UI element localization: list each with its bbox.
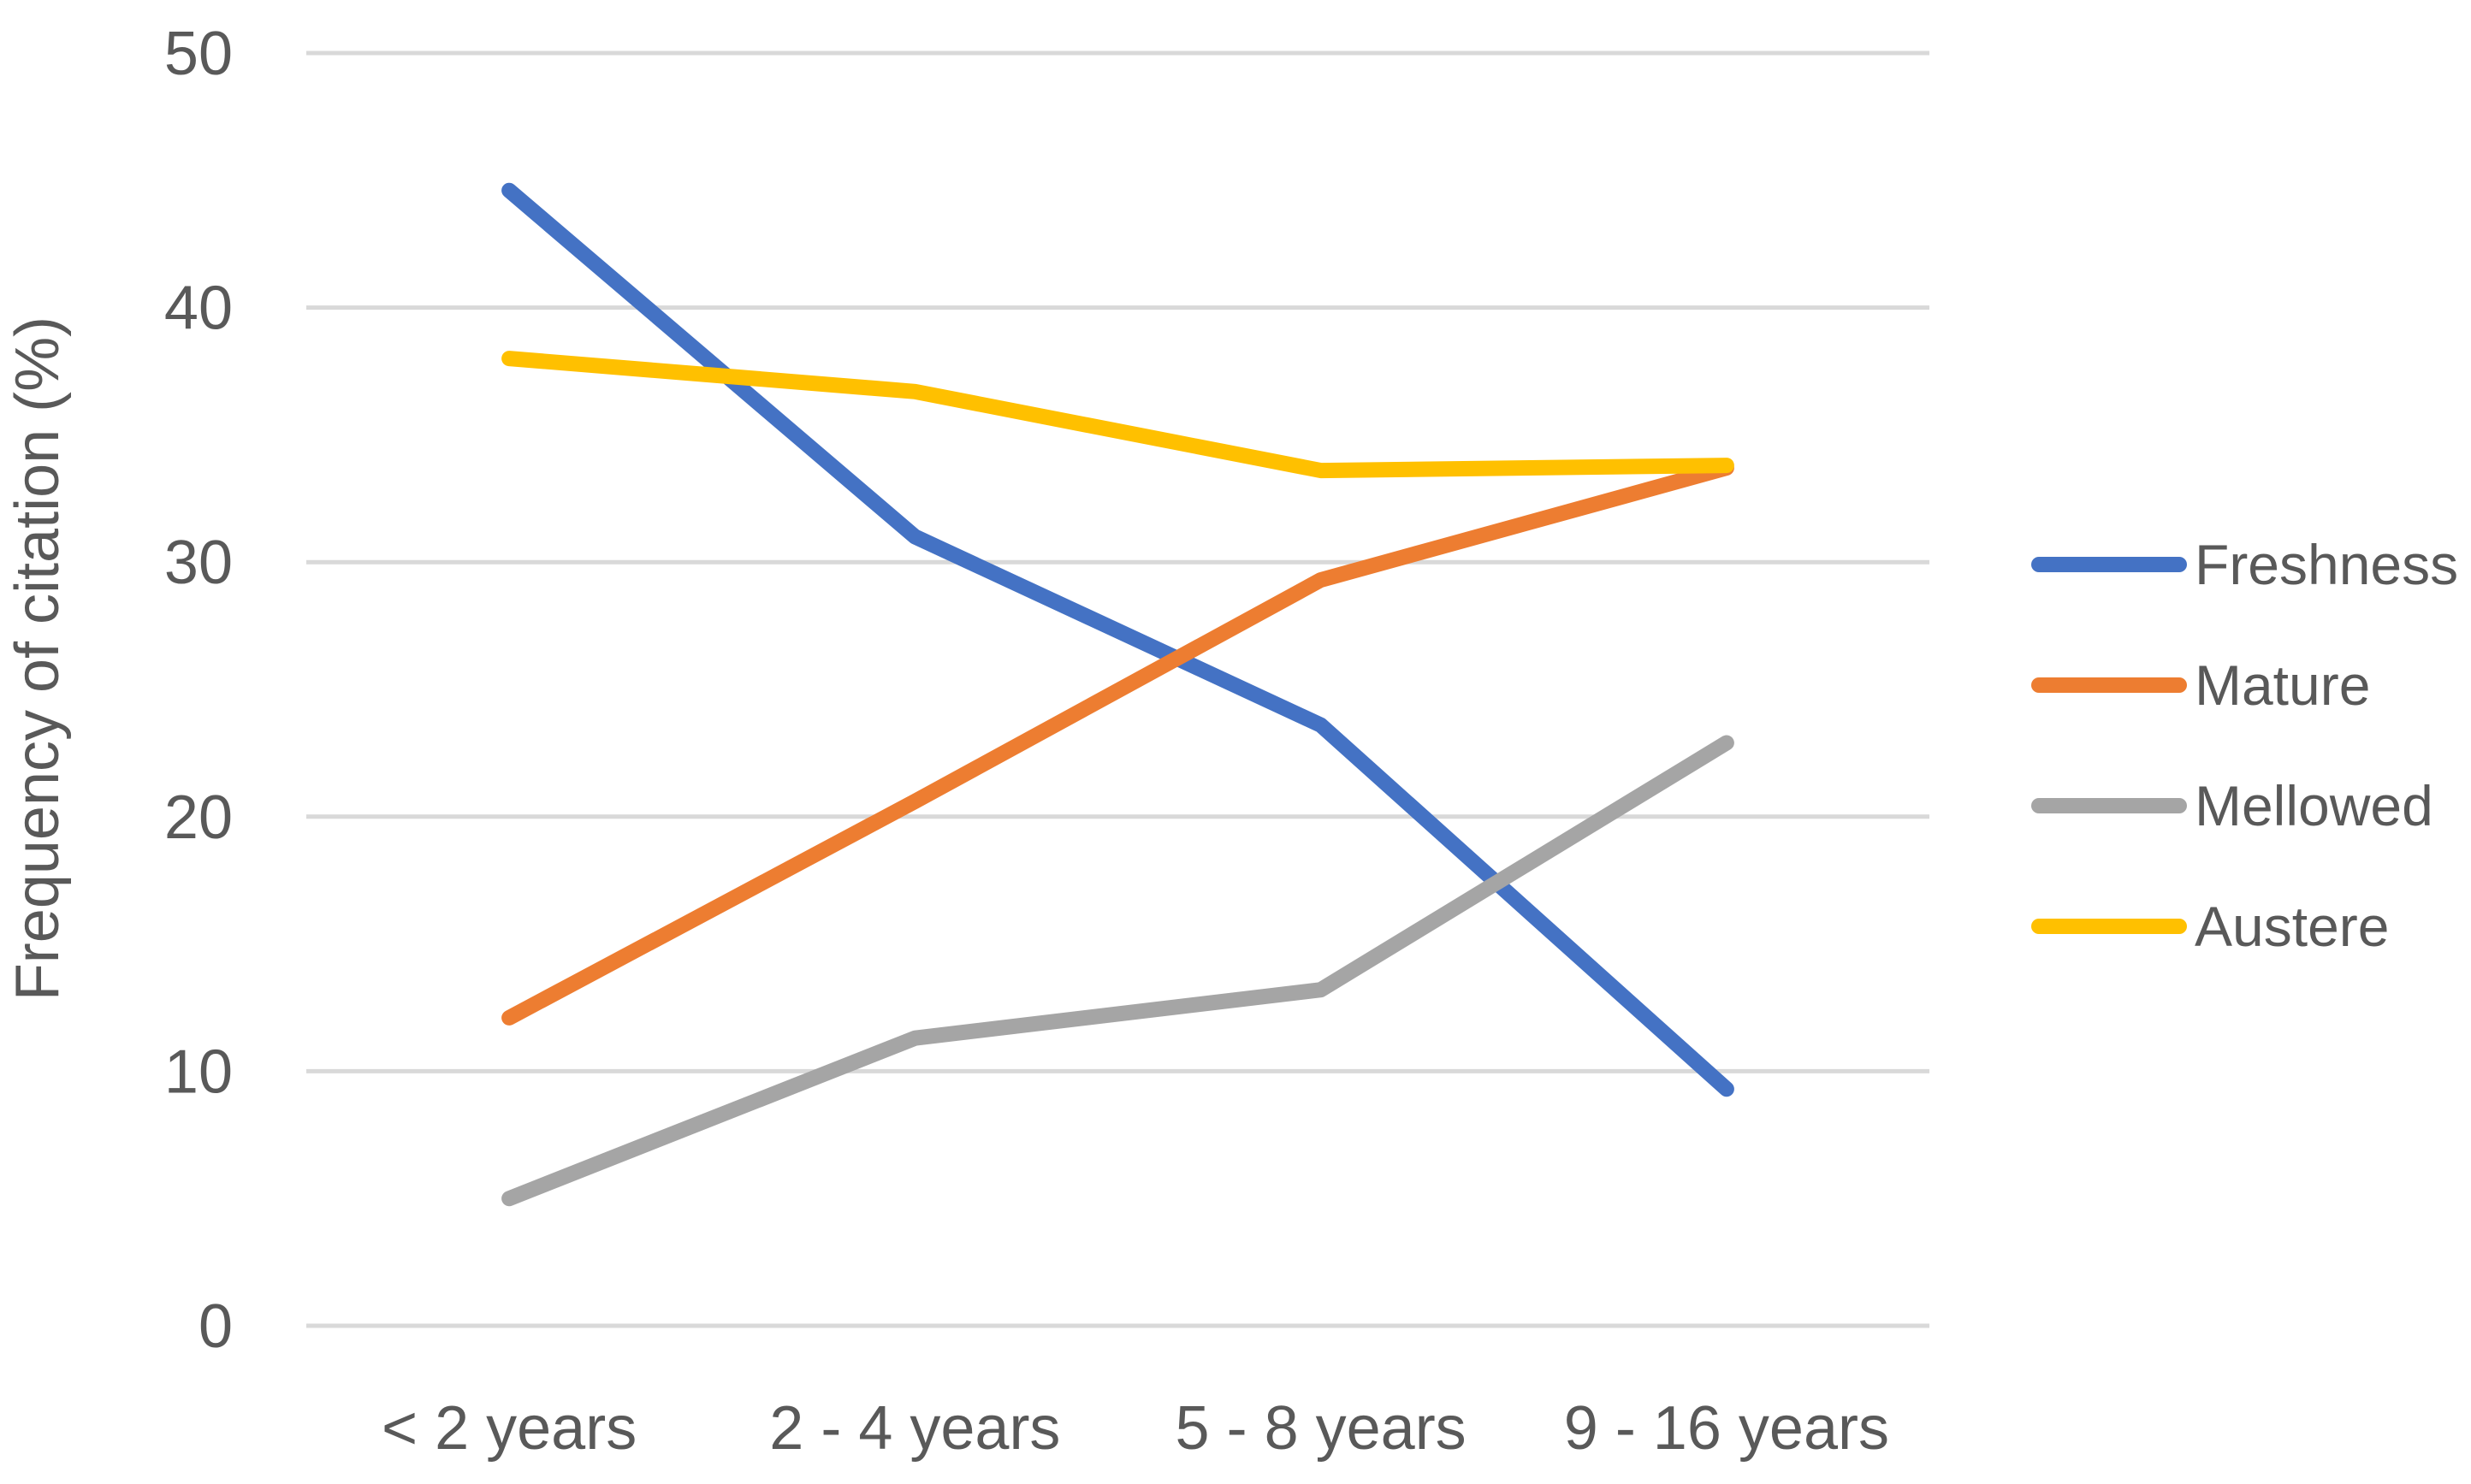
y-tick-label: 50	[164, 20, 233, 88]
series-line-austere	[501, 351, 1734, 479]
legend: Freshness Mature Mellowed Austere	[2031, 533, 2458, 958]
legend-item-mature: Mature	[2031, 653, 2370, 717]
y-tick-label: 10	[164, 1038, 233, 1106]
x-category-label: 2 - 4 years	[769, 1394, 1060, 1463]
gridlines	[306, 50, 1929, 1328]
y-axis-title: Frequency of citation (%)	[3, 316, 72, 1001]
legend-item-freshness: Freshness	[2031, 533, 2458, 596]
legend-item-austere: Austere	[2031, 895, 2389, 958]
y-tick-label: 30	[164, 529, 233, 597]
series-line-mellowed	[501, 735, 1734, 1207]
series-line-mature	[501, 460, 1734, 1026]
series-lines	[501, 182, 1734, 1207]
y-tick-label: 0	[199, 1292, 233, 1361]
x-category-label: < 2 years	[382, 1394, 637, 1463]
y-axis-ticks: 0 10 20 30 40 50	[164, 20, 233, 1361]
legend-label: Austere	[2195, 895, 2389, 958]
x-axis-categories: < 2 years 2 - 4 years 5 - 8 years 9 - 16 ye…	[382, 1394, 1889, 1463]
legend-label: Mature	[2195, 653, 2370, 717]
x-category-label: 9 - 16 years	[1564, 1394, 1889, 1463]
legend-label: Mellowed	[2195, 774, 2433, 837]
y-tick-label: 20	[164, 783, 233, 852]
legend-label: Freshness	[2195, 533, 2458, 596]
y-tick-label: 40	[164, 275, 233, 343]
series-line-freshness	[501, 182, 1734, 1097]
x-category-label: 5 - 8 years	[1176, 1394, 1467, 1463]
legend-item-mellowed: Mellowed	[2031, 774, 2433, 837]
